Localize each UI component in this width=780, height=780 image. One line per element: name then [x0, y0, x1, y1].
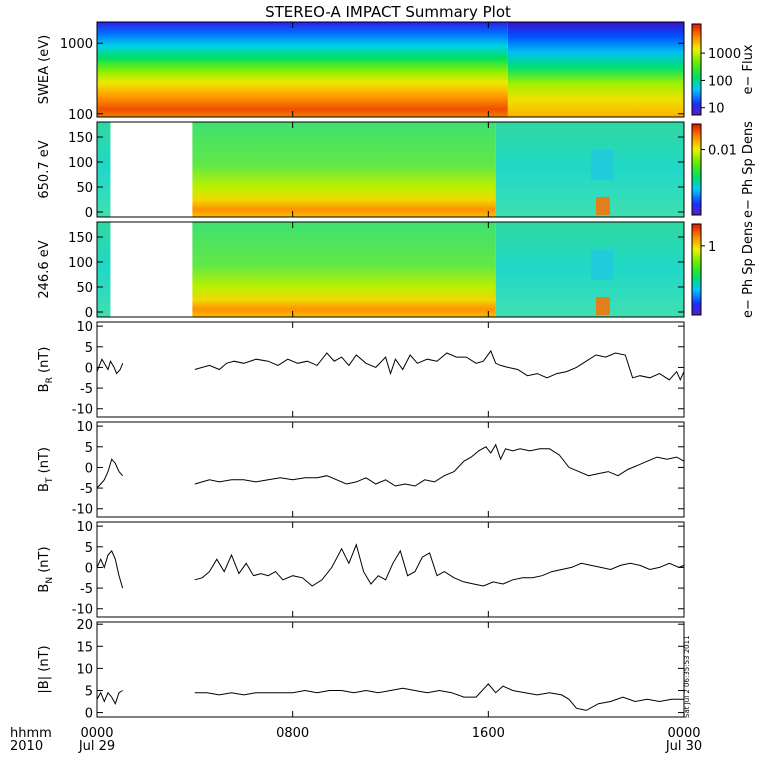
panel-bmag: 0 5 10 15 20 |B| (nT)	[37, 618, 685, 722]
series-line	[194, 543, 685, 587]
series-line	[96, 690, 123, 705]
pad-image-main	[192, 122, 496, 217]
colorbar-label: e− Ph Sp Dens	[741, 221, 756, 318]
x-tick-date: Jul 30	[665, 739, 702, 754]
x-tick-label: 1600	[472, 726, 505, 741]
y-tick-label: -10	[72, 603, 93, 618]
x-axis-label-line2: 2010	[10, 739, 43, 754]
y-axis-label: 650.7 eV	[37, 140, 52, 198]
colorbar-label: e− Ph Sp Dens	[741, 121, 756, 218]
panel-frame	[96, 121, 685, 218]
pad-depletion-feature	[591, 250, 614, 280]
y-tick-label: 0	[85, 306, 93, 321]
pad-image-late	[495, 122, 684, 217]
y-tick-label: 0	[85, 461, 93, 476]
colorbar-label: e− Flux	[741, 44, 756, 94]
y-tick-label: 50	[76, 181, 93, 196]
x-tick-label: 0000	[667, 726, 700, 741]
y-axis-label: |B| (nT)	[37, 645, 52, 693]
y-tick-label: 100	[68, 256, 93, 271]
y-tick-label: 15	[76, 640, 93, 655]
y-tick-label: 5	[85, 541, 93, 556]
y-tick-label: 0	[85, 561, 93, 576]
y-tick-label: 150	[68, 231, 93, 246]
x-axis-label-line1: hhmm	[10, 726, 52, 741]
series-line	[194, 683, 684, 711]
y-tick-label: 100	[68, 108, 93, 123]
y-tick-label: 0	[85, 361, 93, 376]
panel-frame	[96, 21, 685, 118]
pad-depletion-feature	[591, 150, 614, 180]
y-tick-label: 150	[68, 131, 93, 146]
y-tick-label: 100	[68, 156, 93, 171]
panel-br: -10 -5 0 5 10 BR (nT)	[37, 320, 685, 418]
y-axis-label: BN (nT)	[37, 546, 55, 592]
y-tick-label: -5	[80, 382, 93, 397]
colorbar-tick-label: 10	[708, 102, 725, 117]
y-tick-label: 1000	[60, 37, 93, 52]
y-axis-label: 246.6 eV	[37, 240, 52, 298]
series-line	[96, 549, 124, 589]
pad-image-early	[97, 122, 111, 217]
colorbar-tick-label: 1000	[708, 47, 741, 62]
chart-title: STEREO-A IMPACT Summary Plot	[265, 3, 511, 21]
y-tick-label: 10	[76, 420, 93, 435]
panel-bn: -10 -5 0 5 10 BN (nT)	[37, 520, 685, 618]
y-tick-label: 10	[76, 320, 93, 335]
x-tick-label: 0800	[276, 726, 309, 741]
y-axis-label: BT (nT)	[37, 447, 55, 492]
pad-hot-feature	[595, 197, 610, 215]
colorbar-tick-label: 100	[708, 74, 733, 89]
y-tick-label: 0	[85, 206, 93, 221]
pad-image-late	[495, 222, 684, 317]
timestamp: Sat Jul 2 06:35:53 2011	[683, 635, 691, 718]
panel-frame	[96, 221, 685, 318]
series-line	[194, 349, 685, 382]
y-axis-label: SWEA (eV)	[37, 35, 52, 104]
series-line	[96, 358, 124, 375]
swea-image-late	[507, 22, 684, 117]
panel-frame	[96, 621, 685, 718]
y-tick-label: -10	[72, 503, 93, 518]
y-tick-label: 0	[85, 707, 93, 722]
panel-frame	[96, 321, 685, 418]
y-tick-label: 10	[76, 520, 93, 535]
y-tick-label: -10	[72, 403, 93, 418]
y-tick-label: 5	[85, 441, 93, 456]
colorbar-tick-label: 1	[708, 240, 716, 255]
y-tick-label: 5	[85, 684, 93, 699]
y-axis-label: BR (nT)	[37, 347, 55, 393]
y-tick-label: 20	[76, 618, 93, 633]
series-line	[96, 458, 124, 489]
x-tick-label: 0000	[80, 726, 113, 741]
x-tick-date: Jul 29	[78, 739, 115, 754]
pad-hot-feature	[595, 297, 610, 315]
swea-image-main	[97, 22, 508, 117]
pad-image-early	[97, 222, 111, 317]
series-line	[194, 443, 685, 487]
panel-bt: -10 -5 0 5 10 BT (nT)	[37, 420, 685, 518]
pad-image-main	[192, 222, 496, 317]
y-tick-label: 5	[85, 341, 93, 356]
magnetometer-panels: -10 -5 0 5 10 BR (nT) -10 -5 0 5 10 BT (nT) -10 -5 0 5 1…	[37, 320, 685, 722]
panel-frame	[96, 421, 685, 518]
y-tick-label: -5	[80, 582, 93, 597]
panel-pad246: 0 50 100 150 246.6 eV 1 e− Ph Sp Dens	[37, 221, 756, 321]
y-tick-label: 10	[76, 662, 93, 677]
colorbar	[691, 223, 702, 316]
panel-pad650: 0 50 100 150 650.7 eV 0.01 e− Ph Sp Dens	[37, 121, 756, 221]
y-tick-label: -5	[80, 482, 93, 497]
y-tick-label: 50	[76, 281, 93, 296]
colorbar	[691, 23, 702, 116]
colorbar-tick-label: 0.01	[708, 143, 737, 158]
colorbar	[691, 123, 702, 216]
